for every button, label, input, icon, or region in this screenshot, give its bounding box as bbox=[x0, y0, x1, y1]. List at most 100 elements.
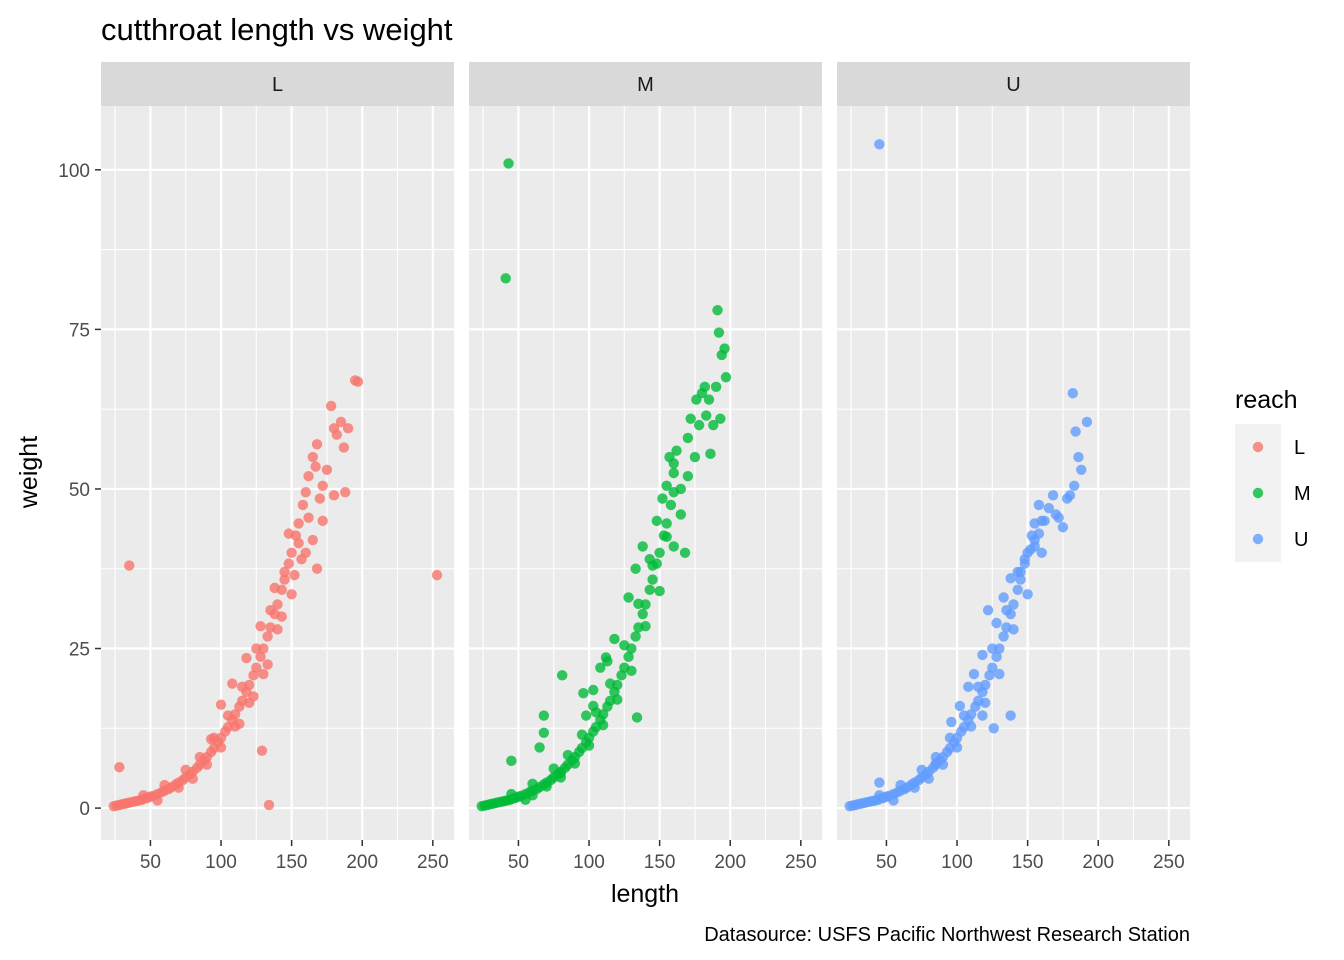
data-point bbox=[994, 668, 1005, 680]
legend-entry-M: M bbox=[1235, 470, 1311, 516]
data-point bbox=[1067, 388, 1079, 399]
data-point bbox=[1043, 502, 1055, 514]
data-point bbox=[665, 499, 677, 511]
data-point bbox=[705, 448, 716, 460]
data-point bbox=[895, 779, 906, 791]
data-point bbox=[689, 451, 701, 463]
data-point bbox=[647, 574, 658, 585]
data-point bbox=[255, 651, 266, 663]
data-point bbox=[631, 712, 643, 723]
data-point bbox=[527, 778, 538, 790]
data-point bbox=[272, 599, 283, 610]
data-point bbox=[1022, 589, 1033, 600]
data-point bbox=[576, 729, 588, 740]
data-point bbox=[1025, 544, 1036, 555]
data-point bbox=[317, 515, 328, 527]
data-point bbox=[954, 700, 966, 712]
x-tick-label: 100 bbox=[573, 852, 605, 873]
data-point bbox=[222, 710, 234, 721]
data-point bbox=[331, 429, 343, 440]
legend-key bbox=[1252, 533, 1264, 545]
data-point bbox=[982, 605, 994, 616]
data-point bbox=[980, 697, 991, 708]
data-point bbox=[675, 483, 686, 495]
data-point bbox=[644, 584, 655, 596]
data-point bbox=[600, 652, 612, 663]
data-point bbox=[556, 670, 568, 681]
data-point bbox=[503, 158, 514, 169]
data-point bbox=[300, 486, 311, 498]
data-point bbox=[699, 381, 711, 393]
data-point bbox=[712, 305, 723, 316]
data-point bbox=[1005, 573, 1016, 584]
data-point bbox=[159, 779, 170, 791]
data-point bbox=[541, 781, 552, 792]
data-point bbox=[973, 681, 984, 693]
data-point bbox=[605, 678, 616, 689]
data-point bbox=[352, 376, 364, 387]
data-point bbox=[1012, 584, 1023, 596]
data-point bbox=[580, 710, 592, 721]
y-tick-label: 0 bbox=[79, 799, 90, 820]
panel-background bbox=[837, 106, 1190, 840]
data-point bbox=[657, 493, 668, 504]
data-point bbox=[234, 718, 245, 730]
data-point bbox=[328, 490, 340, 501]
data-point bbox=[1064, 490, 1076, 501]
data-point bbox=[682, 470, 694, 482]
data-point bbox=[597, 719, 609, 731]
data-point bbox=[248, 691, 259, 702]
x-tick-label: 250 bbox=[1153, 852, 1185, 873]
data-point bbox=[874, 790, 885, 801]
data-point bbox=[923, 773, 934, 784]
data-point bbox=[668, 541, 679, 552]
data-point bbox=[215, 699, 227, 710]
data-point bbox=[1033, 499, 1045, 511]
data-point bbox=[187, 773, 198, 784]
data-point bbox=[1069, 480, 1080, 491]
y-tick-label: 25 bbox=[69, 640, 90, 661]
chart-title: cutthroat length vs weight bbox=[101, 12, 453, 47]
x-tick-label: 200 bbox=[1082, 852, 1114, 873]
data-point bbox=[569, 758, 581, 769]
data-point bbox=[262, 631, 273, 642]
data-point bbox=[703, 394, 715, 405]
data-point bbox=[991, 617, 1002, 629]
data-point bbox=[276, 611, 287, 622]
data-point bbox=[685, 413, 696, 424]
data-point bbox=[588, 700, 599, 712]
x-tick-label: 100 bbox=[941, 852, 973, 873]
data-point bbox=[180, 764, 191, 775]
data-point bbox=[303, 512, 314, 523]
data-point bbox=[1081, 416, 1093, 428]
data-point bbox=[311, 563, 323, 574]
data-point bbox=[1033, 528, 1045, 539]
data-point bbox=[583, 740, 595, 751]
x-tick-label: 50 bbox=[876, 852, 897, 873]
x-tick-label: 250 bbox=[417, 852, 449, 873]
data-point bbox=[715, 413, 726, 424]
data-point bbox=[691, 394, 702, 405]
data-point bbox=[719, 343, 730, 354]
data-point bbox=[307, 451, 318, 463]
data-point bbox=[909, 782, 920, 793]
legend-label: M bbox=[1294, 483, 1311, 505]
facet-strip bbox=[837, 62, 1190, 106]
data-point bbox=[651, 515, 662, 527]
legend-key bbox=[1252, 441, 1264, 453]
data-point bbox=[991, 651, 1002, 663]
data-point bbox=[286, 547, 297, 558]
legend-entry-U: U bbox=[1235, 516, 1308, 562]
data-point bbox=[289, 569, 300, 581]
data-point bbox=[578, 688, 589, 699]
data-point bbox=[251, 662, 262, 673]
data-point bbox=[708, 419, 719, 431]
data-point bbox=[874, 777, 885, 788]
data-point bbox=[251, 643, 262, 654]
data-point bbox=[630, 563, 641, 574]
data-point bbox=[325, 400, 337, 412]
x-axis-title: length bbox=[611, 880, 679, 908]
data-point bbox=[283, 528, 294, 539]
data-point bbox=[340, 486, 351, 498]
data-point bbox=[710, 381, 722, 393]
